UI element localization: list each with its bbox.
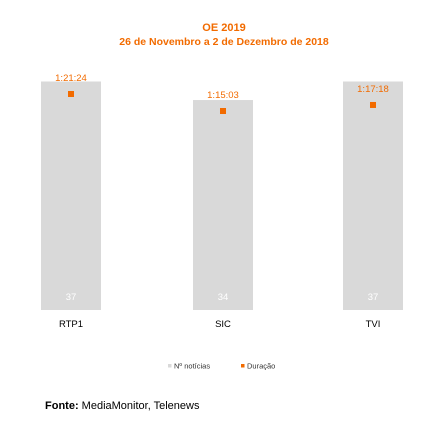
duration-marker [68,91,74,97]
bar-value-label: 34 [218,292,229,303]
legend-swatch [168,364,172,368]
source-note: Fonte: MediaMonitor, Telenews [45,400,199,412]
category-label: RTP1 [59,319,83,330]
legend-label: Duração [247,362,275,371]
bar-rtp1 [41,81,101,311]
duration-label: 1:21:24 [55,73,87,84]
plot-area: 37 RTP1 1:21:24 34 SIC 1:15:03 37 TVI 1:17:18 [41,73,403,330]
legend: Nº notícias Duração [168,362,275,371]
duration-marker [220,108,226,114]
chart-title: OE 2019 [202,22,245,34]
bar-value-label: 37 [368,292,379,303]
bar-sic [193,100,253,310]
category-label: SIC [215,319,231,330]
chart-subtitle: 26 de Novembro a 2 de Dezembro de 2018 [119,36,329,48]
source-label: Fonte: [45,400,79,412]
duration-label: 1:15:03 [207,90,239,101]
duration-marker [370,101,376,108]
category-label: TVI [366,319,381,330]
duration-label: 1:17:18 [357,84,389,95]
chart: OE 2019 26 de Novembro a 2 de Dezembro d… [41,22,403,371]
source-text: MediaMonitor, Telenews [81,400,200,412]
bar-value-label: 37 [66,292,77,303]
bar-tvi [343,81,403,311]
legend-swatch [241,364,245,368]
legend-label: Nº notícias [174,362,210,371]
